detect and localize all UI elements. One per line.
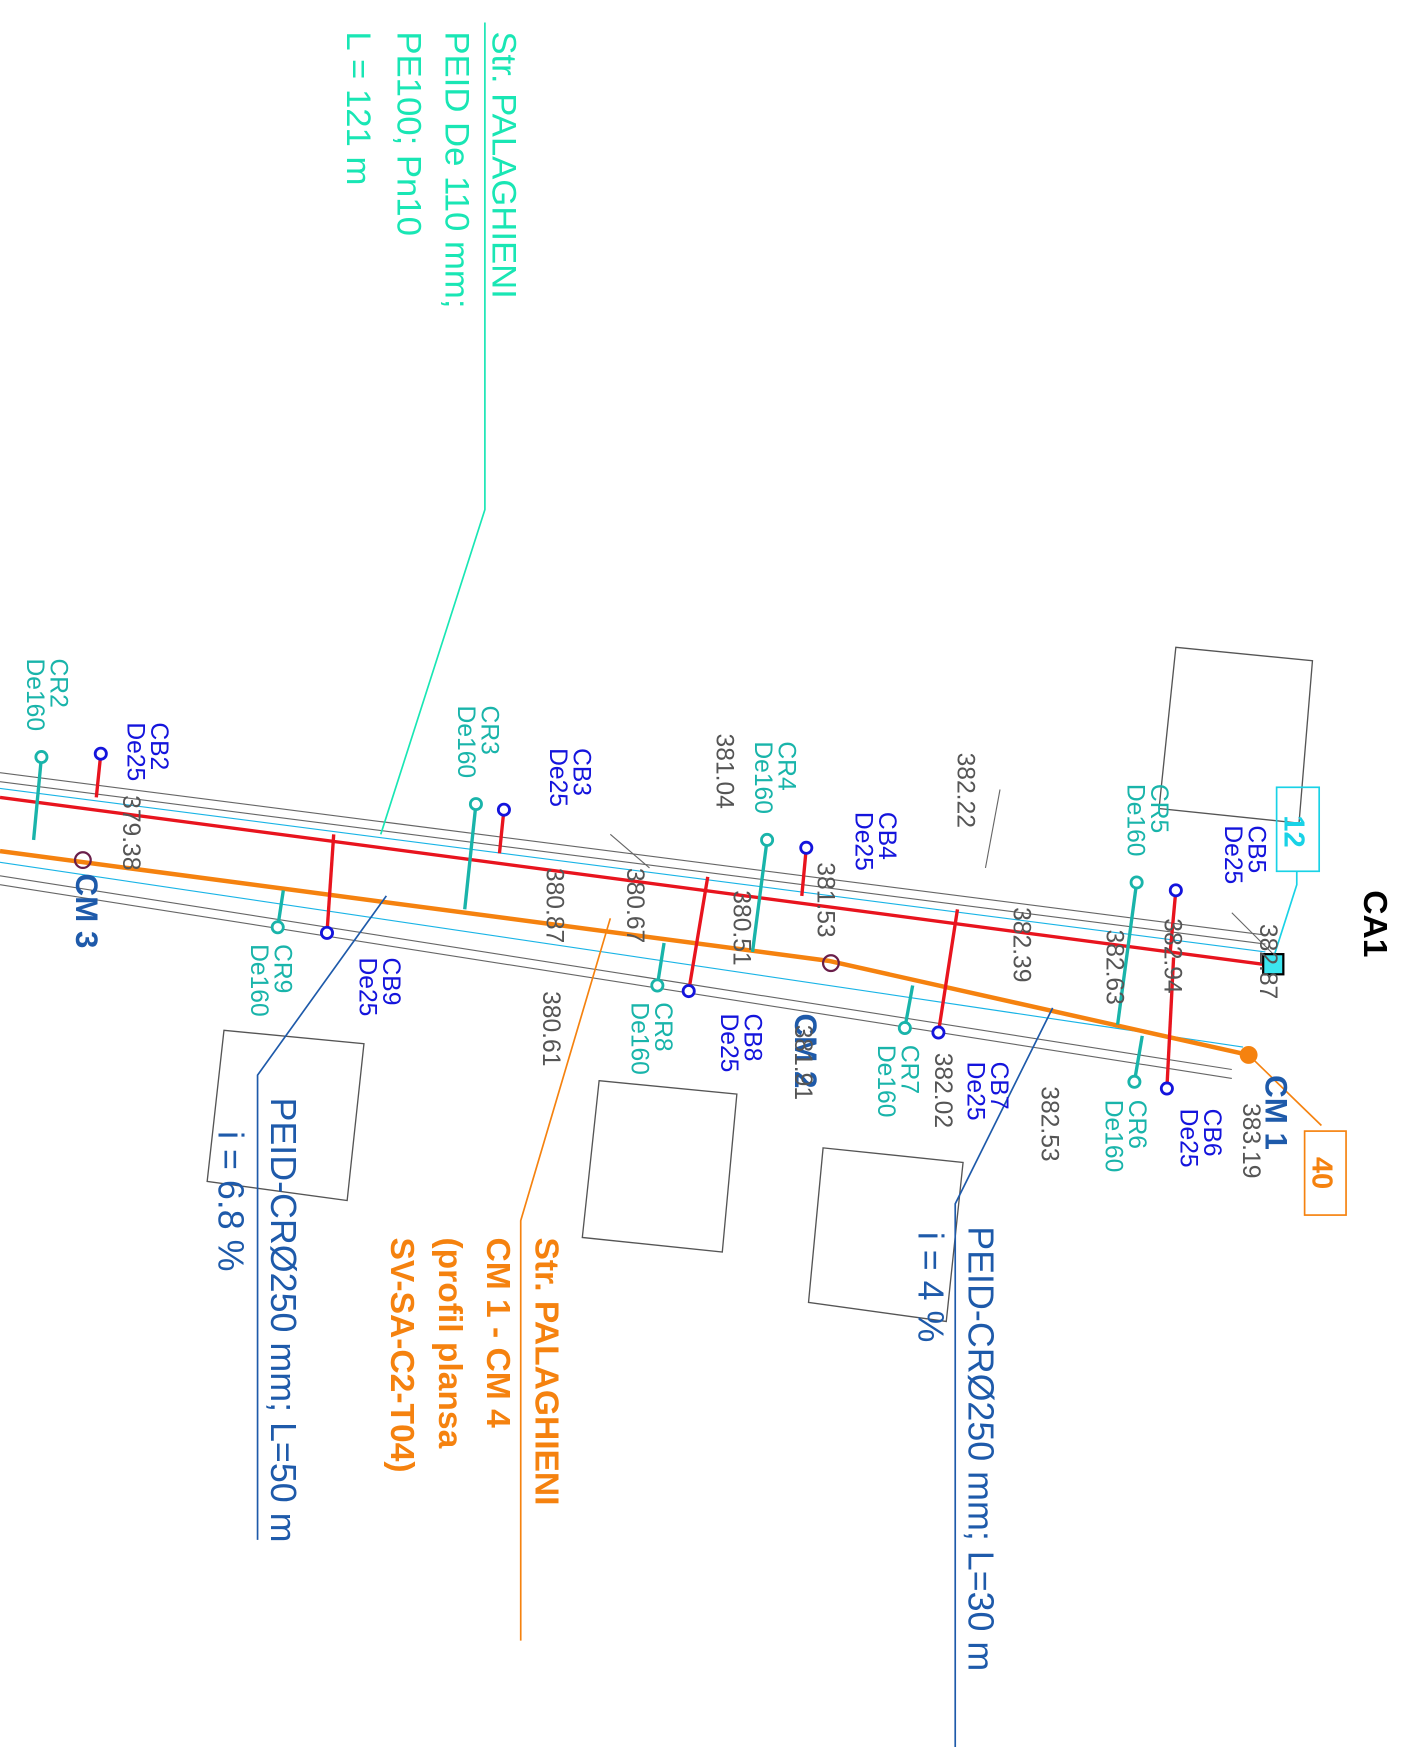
connection-point	[1129, 1076, 1140, 1087]
connection-point	[761, 834, 772, 845]
connection-size: De160	[872, 1045, 899, 1118]
connection-point	[95, 748, 106, 759]
connection-size: De25	[850, 812, 877, 871]
connection-point	[498, 804, 509, 815]
connection-label: CR7	[895, 1045, 922, 1094]
connection-point	[36, 751, 47, 762]
connection-label: CB5	[1243, 825, 1270, 873]
title: CA1	[1356, 890, 1393, 957]
connection-point	[801, 842, 812, 853]
elevation-label: 383.19	[1237, 1103, 1264, 1178]
water-main-label: Str. PALAGHIENI	[485, 31, 523, 298]
sewer-main-label: (profil plansa	[431, 1237, 468, 1448]
elevation-label: 382.39	[1007, 907, 1034, 982]
elevation-label: 380.67	[621, 868, 648, 943]
elevation-label: 381.91	[789, 1025, 816, 1100]
pipe-label: i = 6.8 %	[210, 1131, 250, 1271]
elevation-label: 380.87	[540, 868, 567, 943]
pipe-label: i = 4 %	[910, 1232, 950, 1343]
connection-size: De25	[122, 722, 149, 781]
connection-size: De160	[626, 1002, 653, 1075]
drawing: CA1Str. PALAGHIENIPEID De 110 mm;PE100; …	[0, 0, 1411, 1756]
connection-size: De160	[1122, 784, 1149, 857]
connection-size: De25	[715, 1014, 742, 1073]
building	[1159, 647, 1312, 823]
connection-size: De160	[245, 944, 272, 1017]
connection-size: De25	[544, 748, 571, 807]
elevation-label: 379.38	[117, 795, 144, 870]
connection-point	[1161, 1083, 1172, 1094]
water-main-label: PEID De 110 mm;	[438, 31, 476, 308]
elevation-label: 382.63	[1100, 930, 1127, 1005]
road-edge	[985, 790, 1000, 868]
elevation-label: 380.61	[537, 991, 564, 1066]
elevation-label: 382.94	[1159, 918, 1186, 993]
elevation-label: 382.22	[951, 753, 978, 828]
connection-label: CR9	[268, 944, 295, 993]
road-edge	[0, 885, 1232, 1079]
connection-label: CB7	[985, 1062, 1012, 1110]
connection-label: CR5	[1145, 784, 1172, 833]
tag-label: 12	[1277, 815, 1309, 847]
connection-point	[1131, 877, 1142, 888]
elevation-label: 380.51	[727, 890, 754, 965]
connection-point	[652, 980, 663, 991]
house-water-branch	[689, 877, 708, 991]
connection-size: De25	[1174, 1109, 1201, 1168]
connection-point	[933, 1027, 944, 1038]
sewer-main-label: SV-SA-C2-T04)	[383, 1237, 420, 1472]
connection-label: CR2	[44, 659, 71, 708]
connection-label: CB2	[145, 722, 172, 770]
connection-label: CB4	[873, 812, 900, 860]
water-main-label: PE100; Pn10	[390, 31, 428, 236]
water-main-label: L = 121 m	[339, 31, 377, 185]
connection-label: CR4	[772, 741, 799, 790]
connection-size: De25	[1219, 825, 1246, 884]
connection-point	[899, 1022, 910, 1033]
elevation-label: 382.53	[1035, 1086, 1062, 1161]
connection-label: CB9	[377, 958, 404, 1006]
connection-label: CR8	[649, 1002, 676, 1051]
connection-size: De160	[749, 741, 776, 814]
house-water-branch	[938, 909, 957, 1032]
elevation-label: 381.04	[711, 734, 738, 809]
elevation-label: 382.02	[929, 1053, 956, 1128]
tag-label: 40	[1305, 1157, 1337, 1189]
sewer-main-label: CM 1 - CM 4	[479, 1237, 516, 1428]
pipe-label: PEID-CRØ250 mm; L=30 m	[961, 1226, 1001, 1671]
connection-label: CB3	[567, 748, 594, 796]
connection-label: CB8	[739, 1014, 766, 1062]
house-sewer-branch	[465, 804, 476, 909]
connection-label: CR3	[476, 706, 503, 755]
connection-size: De160	[452, 706, 479, 779]
elevation-label: 381.53	[811, 862, 838, 937]
house-water-branch	[802, 848, 806, 896]
connection-point	[321, 927, 332, 938]
connection-size: De160	[21, 659, 48, 732]
connection-size: De160	[1099, 1100, 1126, 1173]
connection-size: De25	[353, 958, 380, 1017]
connection-label: CR6	[1123, 1100, 1150, 1149]
road-edge	[0, 876, 1232, 1070]
sewer-main-label: Str. PALAGHIENI	[527, 1237, 564, 1505]
building	[582, 1081, 737, 1252]
house-water-branch	[327, 834, 334, 933]
connection-point	[683, 986, 694, 997]
manhole-symbol	[1240, 1046, 1258, 1064]
connection-point	[272, 922, 283, 933]
pipe-label: PEID-CRØ250 mm; L=50 m	[263, 1097, 303, 1542]
connection-label: CB6	[1198, 1109, 1225, 1157]
house-sewer-branch	[34, 757, 42, 840]
manhole-label: CM 3	[69, 874, 104, 949]
elevation-label: 382.87	[1254, 924, 1281, 999]
connection-size: De25	[962, 1062, 989, 1121]
connection-point	[1170, 885, 1181, 896]
connection-point	[470, 798, 481, 809]
